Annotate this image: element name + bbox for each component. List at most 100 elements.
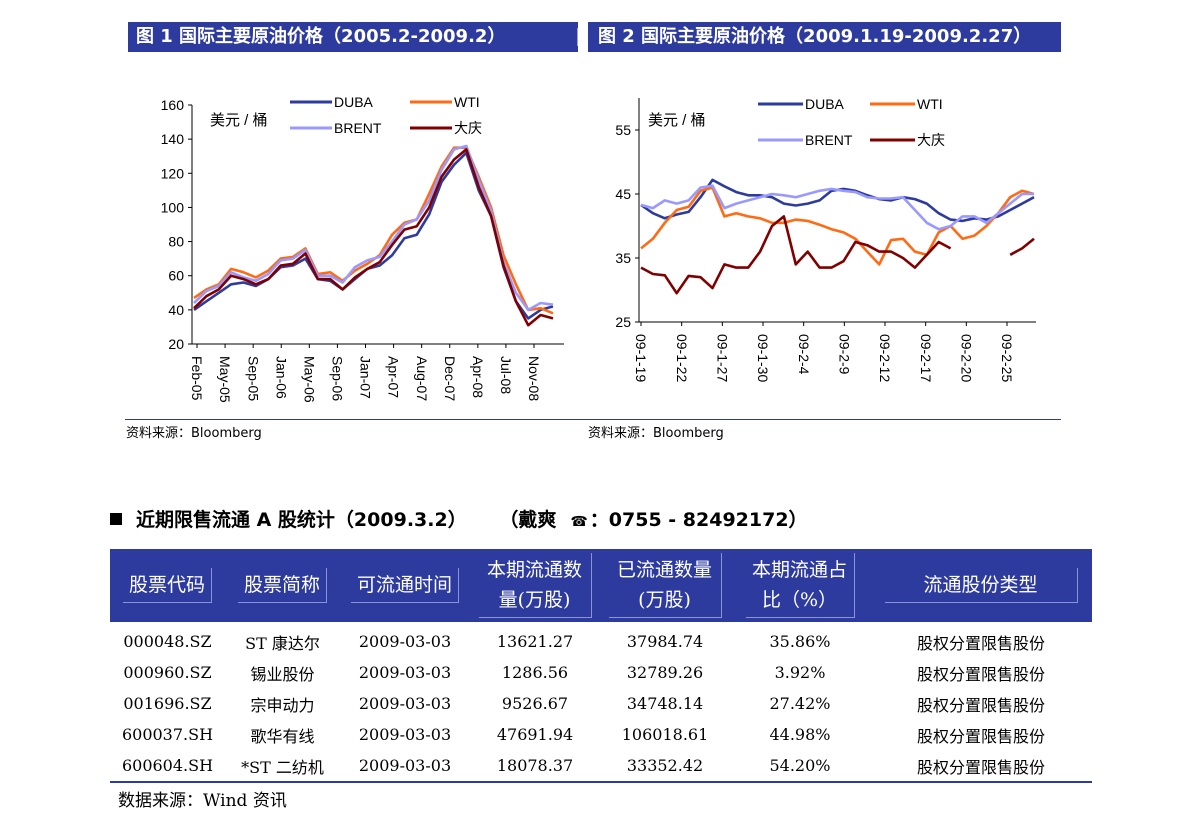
column-header: 股票代码 (110, 549, 225, 622)
legend-label-大庆: 大庆 (454, 120, 482, 136)
column-header: 本期流通占比（%） (730, 549, 870, 622)
y-tick-label: 35 (615, 250, 631, 266)
y-tick-label: 20 (168, 336, 184, 352)
table-cell: 000960.SZ (123, 663, 212, 682)
column-header: 流通股份类型 (870, 549, 1092, 622)
column-header: 已流通数量(万股) (600, 549, 730, 622)
oil-price-chart-2009-jan-feb: 25 35 45 55 09-1-19 09-1-22 09-1-27 09-1-30 09-2… (615, 96, 1036, 382)
y-unit-label: 美元 / 桶 (210, 112, 268, 129)
y-tick-label: 60 (168, 268, 184, 284)
contact-phone: ：0755 - 82492172） (589, 509, 808, 531)
x-tick-label: 09-2-25 (999, 334, 1015, 382)
stats-title-text: 近期限售流通 A 股统计（2009.3.2） (136, 509, 467, 531)
bullet-square-icon (110, 513, 122, 525)
x-tick-label: Apr-07 (386, 356, 402, 398)
table-cell: 37984.74 (626, 632, 704, 651)
y-tick-label: 100 (161, 199, 185, 215)
table-cell: 2009-03-03 (358, 725, 452, 744)
table-cell: 600037.SH (121, 725, 214, 744)
table-cell: 2009-03-03 (340, 750, 470, 783)
table-cell: 001696.SZ (123, 694, 212, 713)
y-tick-label: 140 (161, 131, 185, 147)
series-line-WTI (193, 146, 554, 315)
table-cell: 锡业股份 (250, 664, 315, 684)
x-tick-label: Jul-08 (498, 356, 514, 394)
x-tick-label: Dec-07 (442, 356, 458, 401)
contact-name: （戴爽 (499, 509, 557, 531)
legend-label-BRENT: BRENT (805, 132, 853, 148)
x-tick-label: 09-1-19 (633, 334, 649, 382)
x-tick-label: 09-1-27 (714, 334, 730, 382)
table-cell: 股权分置限售股份 (916, 664, 1045, 684)
table-cell: 2009-03-03 (358, 694, 452, 713)
table-cell: 600604.SH (110, 750, 225, 783)
table-source-note: 数据来源：Wind 资讯 (118, 791, 287, 811)
x-tick-label: Feb-05 (189, 356, 205, 401)
column-header: 股票简称 (225, 549, 340, 622)
table-header-row: 股票代码 股票简称 可流通时间 本期流通数量(万股) 已流通数量(万股) 本期流… (110, 549, 1092, 622)
series-line-BRENT (193, 144, 554, 312)
y-tick-label: 55 (615, 122, 631, 138)
table-cell: 9526.67 (501, 694, 569, 713)
table-cell: 18078.37 (470, 750, 600, 783)
x-tick-label: Sep-05 (245, 356, 261, 401)
figure1-title: 图 1 国际主要原油价格（2005.2-2009.2） (136, 26, 506, 47)
table-cell: 1286.56 (501, 663, 569, 682)
table-cell: 股权分置限售股份 (916, 695, 1045, 715)
legend-label-DUBA: DUBA (805, 96, 845, 112)
table-cell: ST 康达尔 (245, 633, 320, 653)
table-cell: 33352.42 (600, 750, 730, 783)
x-tick-label: 09-2-12 (877, 334, 893, 382)
table-cell: 47691.94 (496, 725, 574, 744)
table-cell: 106018.61 (621, 725, 709, 744)
x-tick-label: Jan-06 (273, 356, 289, 399)
table-cell: 35.86% (769, 632, 831, 651)
y-unit-label: 美元 / 桶 (648, 112, 706, 129)
table-cell: 股权分置限售股份 (916, 726, 1045, 746)
x-tick-label: Sep-06 (330, 356, 346, 401)
x-tick-label: 09-1-30 (755, 334, 771, 382)
table-row: 600604.SH *ST 二纺机 2009-03-03 18078.37 33352.… (110, 750, 1092, 783)
x-tick-label: 09-2-9 (836, 334, 852, 375)
table-cell: 27.42% (769, 694, 831, 713)
table-cell: 宗申动力 (250, 695, 315, 715)
source-divider (125, 419, 1061, 420)
x-tick-label: Jan-07 (358, 356, 374, 399)
table-row: 000048.SZ ST 康达尔 2009-03-03 13621.27 37984.7… (110, 622, 1092, 657)
series-line-大庆 (193, 148, 554, 327)
series-line-WTI (640, 186, 1035, 266)
y-tick-label: 45 (615, 186, 631, 202)
table-cell: 000048.SZ (123, 632, 212, 651)
table-cell: 股权分置限售股份 (870, 750, 1092, 783)
phone-icon: ☎ (570, 514, 588, 530)
column-header: 本期流通数量(万股) (470, 549, 600, 622)
table-cell: 54.20% (730, 750, 870, 783)
column-header: 可流通时间 (340, 549, 470, 622)
legend-label-BRENT: BRENT (334, 120, 382, 136)
figure1-chart-container: 20 40 60 80 100 120 140 160 Feb-05 May-05 Sep-05 Ja… (128, 60, 578, 420)
x-tick-label: 09-2-4 (796, 334, 812, 375)
stats-section-title: 近期限售流通 A 股统计（2009.3.2） （戴爽 ☎ ：0755 - 82492… (110, 505, 808, 532)
series-line-DUBA (640, 178, 1035, 223)
table-cell: 股权分置限售股份 (916, 633, 1045, 653)
figure2-title-bar: 图 2 国际主要原油价格（2009.1.19-2009.2.27） (588, 22, 1061, 52)
oil-price-chart-2005-2009: 20 40 60 80 100 120 140 160 Feb-05 May-05 Sep-05 Ja… (161, 94, 564, 403)
series-line-BRENT (640, 184, 1034, 231)
table-cell: 2009-03-03 (358, 663, 452, 682)
figure1-source: 资料来源：Bloomberg (126, 426, 262, 441)
y-tick-label: 160 (161, 97, 185, 113)
x-tick-label: 09-1-22 (674, 334, 690, 382)
table-cell: 2009-03-03 (358, 632, 452, 651)
table-cell: 3.92% (774, 663, 826, 682)
figure2-title: 图 2 国际主要原油价格（2009.1.19-2009.2.27） (598, 26, 1032, 47)
x-tick-label: Nov-08 (526, 356, 542, 401)
title-separator (577, 28, 578, 46)
x-tick-label: 09-2-20 (958, 334, 974, 382)
x-tick-label: Aug-07 (414, 356, 430, 401)
table-cell: 44.98% (769, 725, 831, 744)
x-tick-label: Apr-08 (470, 356, 486, 398)
figure1-title-bar: 图 1 国际主要原油价格（2005.2-2009.2） (128, 22, 578, 52)
x-tick-label: May-06 (301, 356, 317, 403)
x-tick-label: 09-2-17 (918, 334, 934, 382)
y-tick-label: 25 (615, 314, 631, 330)
